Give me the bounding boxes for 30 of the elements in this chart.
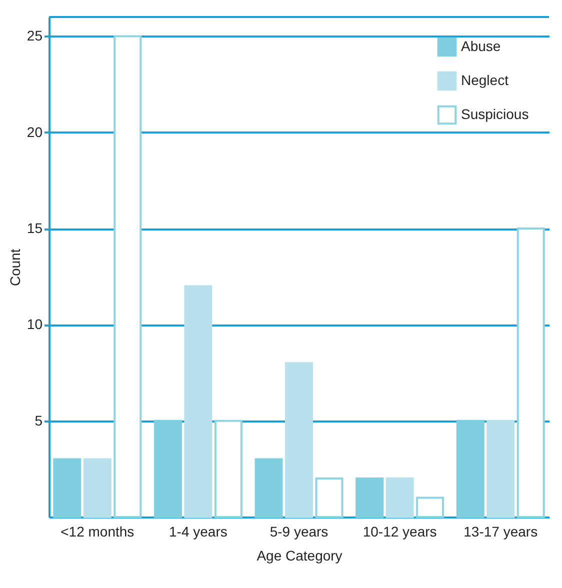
bar [516,228,545,518]
bar [386,478,414,518]
bar [254,458,283,518]
bar [53,458,82,518]
bar [356,478,384,518]
y-axis-title: Count [6,248,23,286]
y-tick-label: 5 [34,412,43,428]
bar [416,496,444,518]
y-tick-label: 10 [26,316,43,332]
x-tick-label: 13-17 years [464,524,538,540]
bar [114,35,142,518]
x-tick-label: 10-12 years [362,524,437,540]
bar [456,420,484,518]
y-tick-label: 25 [26,28,43,44]
x-axis-title: Age Category [256,548,342,564]
x-tick-label: 1-4 years [169,524,228,540]
bar [285,362,313,518]
bar [83,458,112,518]
bar [184,285,212,518]
bar [214,420,242,518]
legend-label: Suspicious [461,106,529,122]
bar [486,420,515,518]
x-tick-label: <12 months [60,524,134,540]
y-tick-label: 20 [26,124,43,140]
x-tick-label: 5-9 years [270,524,328,540]
legend-label: Abuse [461,38,501,54]
y-tick-label: 15 [26,220,43,236]
legend-label: Neglect [461,72,509,88]
bar [315,478,344,518]
bar [154,420,182,518]
